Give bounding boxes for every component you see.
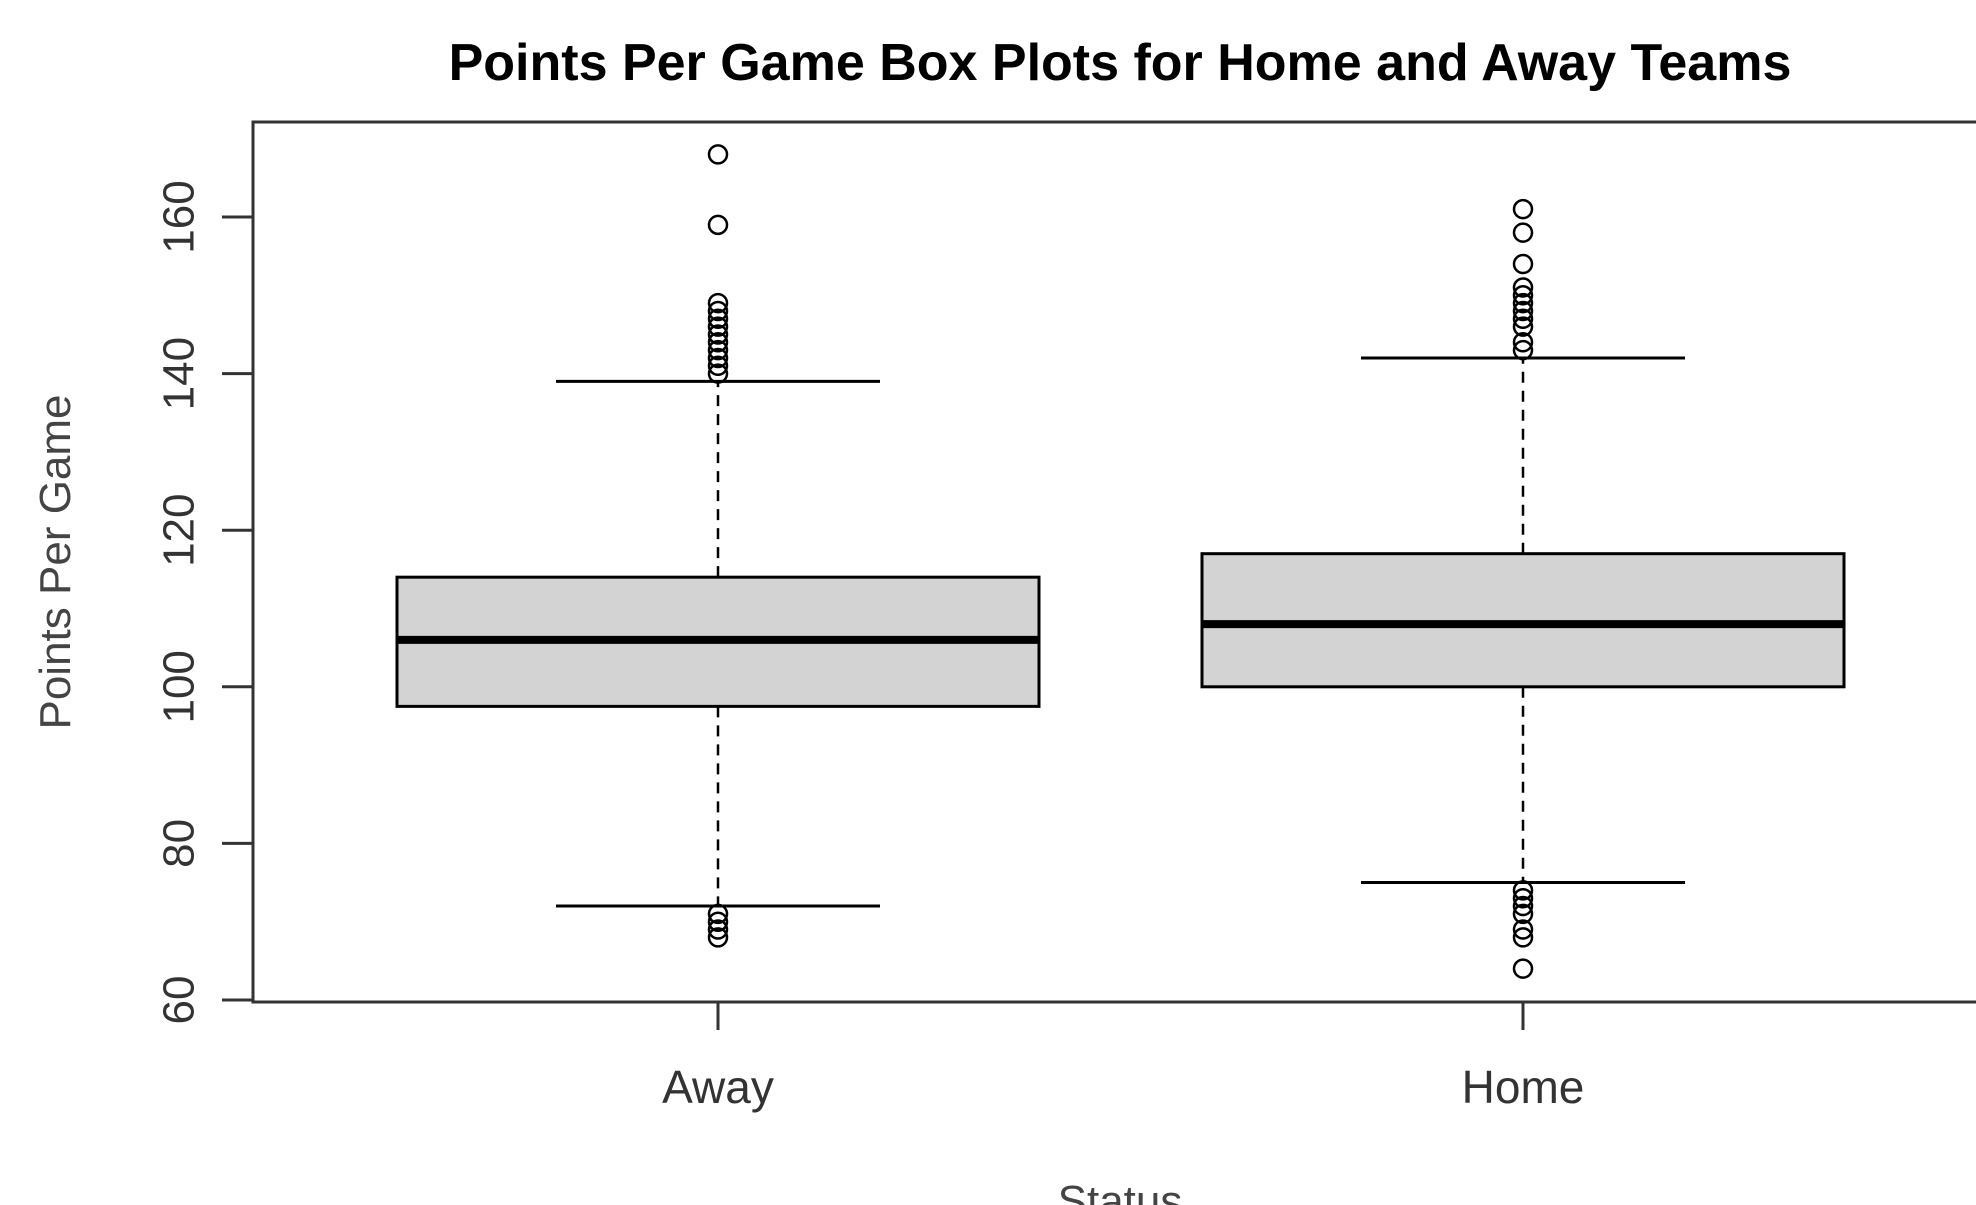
outlier-point bbox=[1512, 332, 1534, 353]
chart-title: Points Per Game Box Plots for Home and A… bbox=[449, 34, 1792, 92]
outlier-point bbox=[707, 355, 729, 377]
outlier-point bbox=[1512, 958, 1534, 979]
outlier-point bbox=[1512, 903, 1534, 925]
y-tick-label: 160 bbox=[155, 180, 204, 253]
outlier-point bbox=[707, 927, 729, 948]
outlier-point bbox=[707, 144, 729, 165]
outlier-point bbox=[1512, 277, 1534, 298]
outlier-point bbox=[1512, 339, 1534, 361]
outlier-point bbox=[1512, 198, 1534, 220]
box-away bbox=[395, 144, 1041, 948]
outlier-point bbox=[1512, 222, 1534, 243]
y-tick-label: 140 bbox=[155, 337, 204, 410]
y-axis-label: Points Per Game bbox=[31, 394, 80, 729]
outlier-point bbox=[1512, 919, 1534, 940]
outlier-point bbox=[1512, 300, 1534, 322]
outlier-point bbox=[1512, 895, 1534, 917]
outlier-point bbox=[707, 316, 729, 337]
x-axis-label: Status bbox=[1058, 1177, 1183, 1205]
outlier-point bbox=[707, 911, 729, 932]
outlier-point bbox=[707, 332, 729, 353]
outlier-point bbox=[1512, 887, 1534, 909]
y-tick-label: 80 bbox=[155, 819, 204, 868]
outlier-point bbox=[707, 324, 729, 345]
outlier-point bbox=[1512, 292, 1534, 314]
outlier-point bbox=[707, 903, 729, 925]
y-tick-label: 60 bbox=[155, 976, 204, 1025]
x-axis: Away Home bbox=[662, 1002, 1584, 1113]
outlier-point bbox=[1512, 927, 1534, 948]
box-home bbox=[1200, 198, 1846, 979]
x-tick-label: Away bbox=[662, 1061, 774, 1113]
outlier-point bbox=[707, 339, 729, 361]
outlier-point bbox=[1512, 880, 1534, 901]
y-axis: 60 80 100 120 140 160 bbox=[155, 180, 255, 1025]
outlier-point bbox=[707, 347, 729, 369]
outlier-point bbox=[1512, 308, 1534, 330]
x-tick-label: Home bbox=[1462, 1061, 1585, 1113]
outlier-point bbox=[1512, 316, 1534, 337]
outlier-point bbox=[1512, 285, 1534, 306]
outlier-point bbox=[707, 363, 729, 384]
outlier-point bbox=[1512, 253, 1534, 275]
y-tick-label: 120 bbox=[155, 493, 204, 566]
outlier-point bbox=[707, 214, 729, 236]
outlier-point bbox=[707, 300, 729, 322]
y-tick-label: 100 bbox=[155, 650, 204, 723]
boxes bbox=[395, 144, 1846, 979]
outlier-point bbox=[707, 292, 729, 314]
outlier-point bbox=[707, 919, 729, 940]
outlier-point bbox=[707, 308, 729, 330]
